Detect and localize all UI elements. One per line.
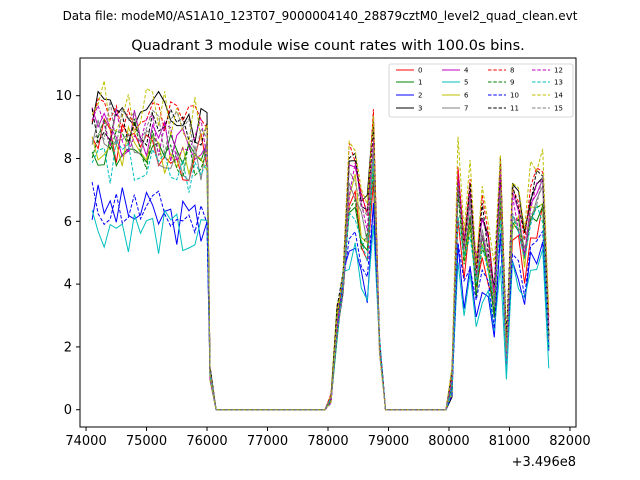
- legend-box: [388, 63, 574, 118]
- x-tick-label: 77000: [247, 434, 288, 449]
- x-tick-label: 79000: [368, 434, 409, 449]
- y-tick-label: 10: [55, 89, 72, 104]
- legend-label: 15: [554, 105, 563, 113]
- legend-label: 13: [554, 79, 563, 87]
- legend-label: 4: [464, 67, 469, 75]
- chart-title: Quadrant 3 module wise count rates with …: [131, 38, 525, 54]
- series-line-9: [91, 117, 550, 411]
- legend-label: 11: [510, 105, 519, 113]
- y-axis: 0 2 4 6 8 10: [55, 89, 80, 418]
- y-tick-label: 2: [64, 340, 72, 355]
- legend-label: 1: [418, 79, 422, 87]
- y-tick-label: 0: [64, 403, 72, 418]
- x-tick-label: 81000: [489, 434, 530, 449]
- legend-label: 14: [554, 92, 563, 100]
- x-tick-label: 76000: [186, 434, 227, 449]
- figure-suptitle: Data file: modeM0/AS1A10_123T07_90000041…: [63, 9, 578, 23]
- y-tick-label: 6: [64, 215, 72, 230]
- series-line-10: [91, 182, 550, 411]
- x-tick-label: 74000: [65, 434, 106, 449]
- plot-area: [91, 80, 550, 411]
- legend-label: 8: [510, 67, 514, 75]
- legend-label: 7: [464, 105, 468, 113]
- x-axis-offset-label: +3.496e8: [512, 455, 576, 470]
- legend-label: 5: [464, 79, 468, 87]
- x-tick-label: 82000: [549, 434, 590, 449]
- series-line-1: [91, 132, 550, 411]
- series-line-13: [91, 138, 550, 411]
- legend-label: 0: [418, 67, 422, 75]
- x-tick-label: 78000: [307, 434, 348, 449]
- x-tick-label: 75000: [126, 434, 167, 449]
- y-tick-label: 4: [64, 278, 72, 293]
- series-layer: [91, 80, 550, 411]
- series-line-0: [91, 117, 550, 411]
- legend-label: 9: [510, 79, 514, 87]
- legend-label: 2: [418, 92, 422, 100]
- legend-label: 3: [418, 105, 422, 113]
- legend-label: 10: [510, 92, 519, 100]
- legend-label: 12: [554, 67, 563, 75]
- x-tick-label: 80000: [428, 434, 469, 449]
- legend-label: 6: [464, 92, 469, 100]
- series-line-15: [91, 100, 550, 411]
- series-line-14: [91, 80, 550, 411]
- y-tick-label: 8: [64, 152, 72, 167]
- x-axis: 74000 75000 76000 77000 78000 79000 80000 81000…: [65, 427, 591, 449]
